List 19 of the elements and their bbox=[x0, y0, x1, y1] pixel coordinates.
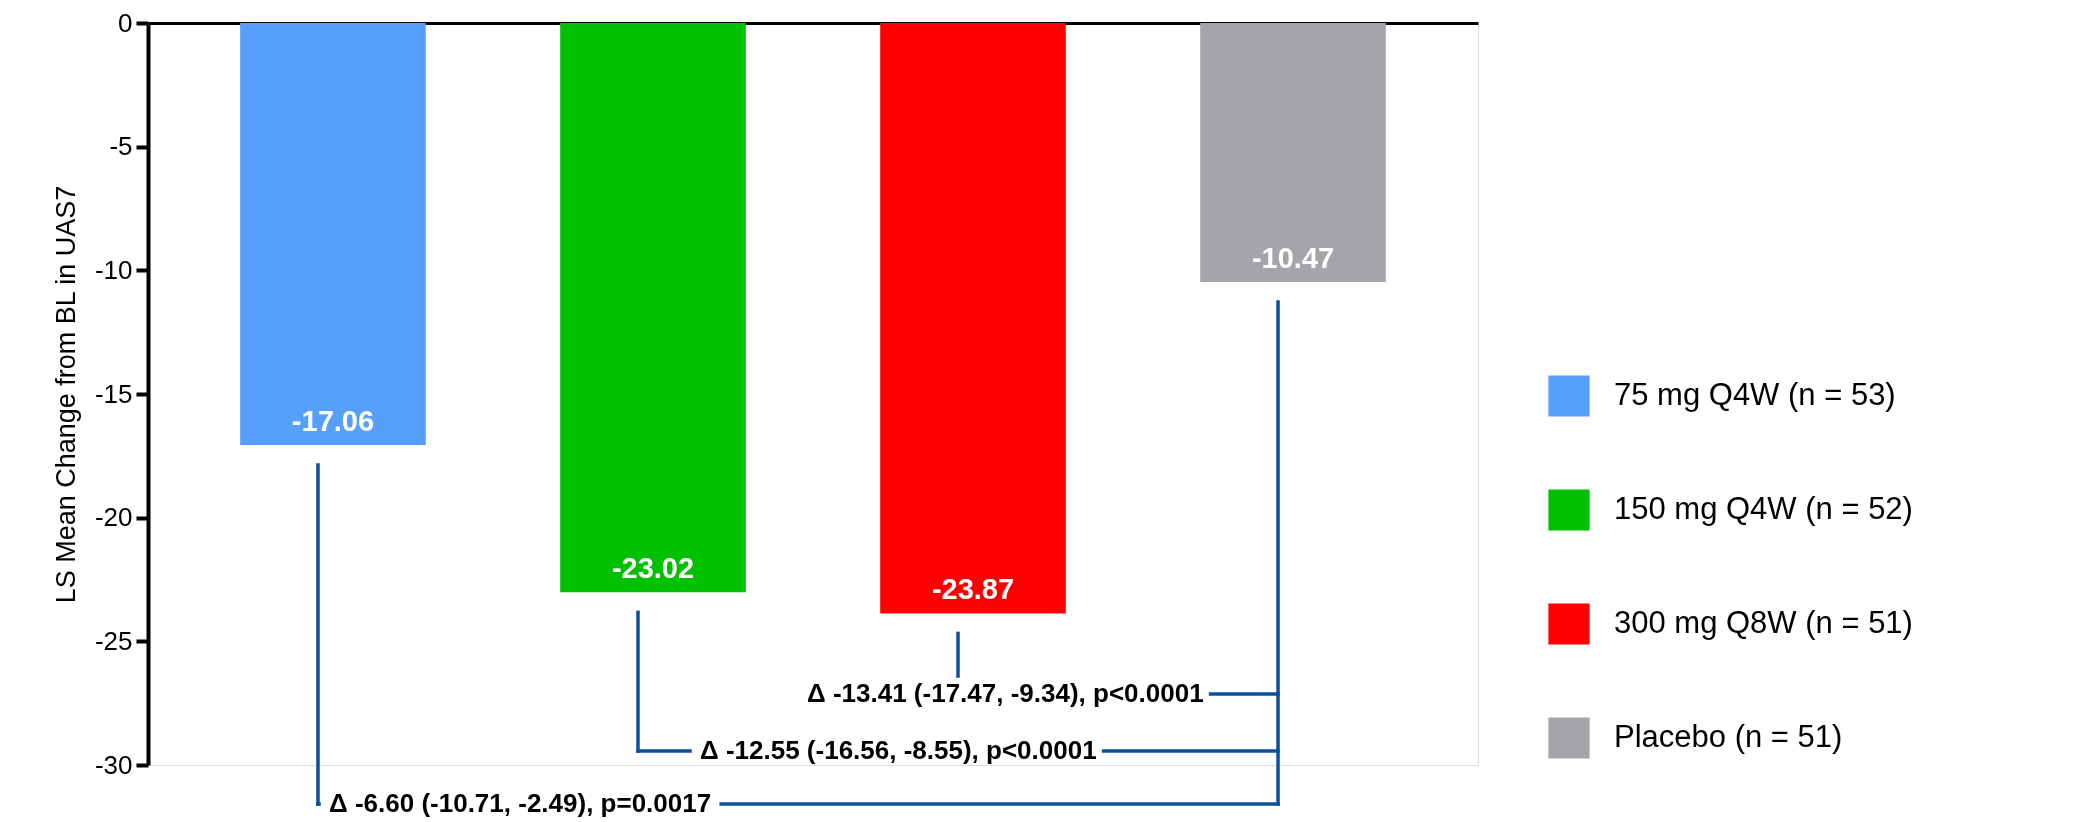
y-tick-label: -15 bbox=[94, 378, 133, 409]
legend-label: Placebo (n = 51) bbox=[1614, 719, 1843, 754]
data-label: -10.47 bbox=[1251, 241, 1335, 274]
legend-label: 75 mg Q4W (n = 53) bbox=[1614, 377, 1896, 412]
legend-label: 150 mg Q4W (n = 52) bbox=[1614, 491, 1913, 526]
data-label: -23.02 bbox=[611, 552, 695, 585]
y-tick-label: 0 bbox=[118, 7, 133, 38]
y-tick-label: -30 bbox=[94, 749, 133, 780]
y-tick-label: -5 bbox=[109, 131, 133, 162]
y-tick-label: -20 bbox=[94, 502, 133, 533]
data-label: -17.06 bbox=[291, 404, 375, 437]
y-tick-label: -10 bbox=[94, 254, 133, 285]
annotation: Δ -12.55 (-16.56, -8.55), p<0.0001 bbox=[700, 735, 1097, 765]
y-axis-title: LS Mean Change from BL in UAS7 bbox=[50, 185, 81, 604]
annotation: Δ -13.41 (-17.47, -9.34), p<0.0001 bbox=[807, 678, 1204, 708]
y-tick-label: -25 bbox=[94, 625, 133, 656]
data-label: -23.87 bbox=[931, 573, 1015, 606]
text: Δ -6.60 (-10.71, -2.49), p=0.0017 bbox=[329, 788, 712, 818]
legend-label: 300 mg Q8W (n = 51) bbox=[1614, 605, 1913, 640]
